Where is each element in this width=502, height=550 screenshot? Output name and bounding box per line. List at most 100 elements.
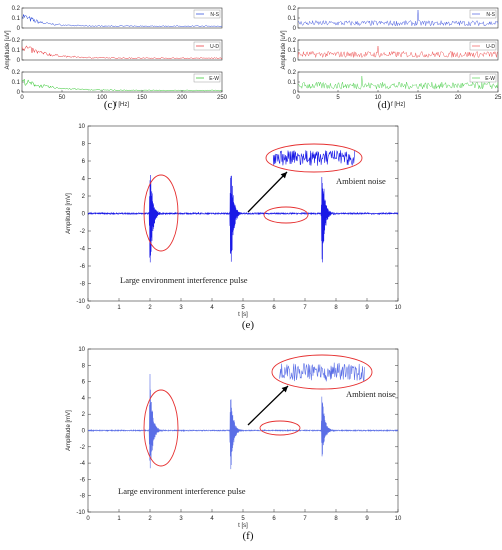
subplot-frame-u-d bbox=[21, 39, 223, 61]
ambient-region-oval bbox=[263, 206, 309, 224]
ambient-noise-label: Ambient noise bbox=[346, 389, 396, 399]
y-tick-label: -2 bbox=[80, 229, 86, 235]
x-tick-label: 1 bbox=[117, 305, 121, 311]
caption-f: (f) bbox=[243, 530, 254, 542]
arrow-shaft bbox=[247, 171, 288, 213]
zoom-oval bbox=[271, 354, 373, 390]
panel-c-spectra: 0 0.1 0.2 N-S 0 0.1 0.2 U-D 0 0.1 0.2 E-W 0 50 100 150 2… bbox=[5, 6, 228, 108]
legend-e-w: E-W bbox=[469, 73, 497, 83]
x-tick-label: 6 bbox=[272, 516, 276, 522]
y-tick-label: 0 bbox=[293, 90, 297, 96]
y-tick-label: 0 bbox=[293, 58, 297, 64]
ambient-region-oval bbox=[259, 420, 301, 436]
subplot-frame-n-s bbox=[21, 7, 223, 29]
x-tick-label: 10 bbox=[395, 305, 402, 311]
y-tick-label: 0.2 bbox=[288, 70, 297, 76]
subplot-frame-u-d bbox=[297, 39, 499, 61]
x-tick-label: 4 bbox=[210, 516, 214, 522]
legend-box bbox=[469, 9, 497, 19]
pulse-region-oval bbox=[143, 174, 179, 252]
zoomed-noise-trace bbox=[279, 362, 365, 382]
y-tick-label: 10 bbox=[78, 347, 85, 353]
x-tick-label: 25 bbox=[495, 95, 502, 101]
y-tick-label: 6 bbox=[82, 380, 86, 386]
legend-box bbox=[193, 41, 221, 51]
y-tick-label: 0 bbox=[17, 58, 21, 64]
spectrum-line-n-s bbox=[21, 14, 223, 28]
legend-box bbox=[193, 9, 221, 19]
x-tick-label: 8 bbox=[334, 305, 338, 311]
legend-label: N-S bbox=[210, 12, 219, 18]
x-tick-label: 0 bbox=[296, 95, 300, 101]
caption-d: (d) bbox=[378, 99, 391, 111]
x-axis-label: t [s] bbox=[238, 312, 248, 318]
arrow-head bbox=[280, 172, 287, 179]
subplot-frame-e-w bbox=[21, 71, 223, 93]
y-tick-label: -2 bbox=[80, 445, 86, 451]
x-tick-label: 9 bbox=[365, 516, 369, 522]
x-tick-label: 9 bbox=[365, 305, 369, 311]
y-tick-label: 8 bbox=[82, 142, 86, 148]
spectrum-line-n-s bbox=[297, 9, 499, 27]
signal-trace bbox=[87, 373, 399, 470]
x-tick-label: 0 bbox=[20, 95, 24, 101]
y-tick-label: 0.1 bbox=[12, 80, 21, 86]
x-tick-label: 0 bbox=[86, 305, 90, 311]
x-tick-label: 100 bbox=[97, 95, 108, 101]
panel-e-time-series: -10 -8 -6 -4 -2 0 2 4 6 8 10 0 1 2 3 4 5 6 7 8 9 10 t [s] Ampli… bbox=[66, 124, 402, 318]
x-tick-label: 10 bbox=[395, 516, 402, 522]
ambient-noise-label: Ambient noise bbox=[336, 176, 386, 186]
legend-box bbox=[469, 41, 497, 51]
pulse-region-oval bbox=[143, 389, 179, 467]
caption-e: (e) bbox=[242, 319, 255, 331]
x-tick-label: 200 bbox=[177, 95, 188, 101]
y-tick-label: 0.2 bbox=[12, 6, 21, 12]
y-tick-label: 0.2 bbox=[288, 38, 297, 44]
legend-label: U-D bbox=[486, 44, 495, 50]
legend-n-s: N-S bbox=[193, 9, 221, 19]
arrow-head bbox=[281, 386, 288, 393]
y-axis-label: Amplitude [uV] bbox=[5, 30, 11, 69]
y-tick-label: -8 bbox=[80, 494, 86, 500]
x-tick-label: 10 bbox=[375, 95, 382, 101]
x-tick-label: 150 bbox=[137, 95, 148, 101]
pulse-label: Large environment interference pulse bbox=[118, 486, 246, 496]
subplot-frame-e-w bbox=[297, 71, 499, 93]
x-tick-label: 5 bbox=[336, 95, 340, 101]
y-tick-label: 0.1 bbox=[288, 16, 297, 22]
y-tick-label: 0.1 bbox=[12, 16, 21, 22]
panel-d-spectra: 0 0.1 0.2 N-S 0 0.1 0.2 U-D 0 0.1 0.2 E-W 0 5 10 15 20 25… bbox=[281, 6, 502, 108]
x-tick-label: 2 bbox=[148, 305, 152, 311]
y-tick-label: -4 bbox=[80, 461, 86, 467]
x-axis-label: t [s] bbox=[238, 523, 248, 529]
y-tick-label: 0.1 bbox=[288, 80, 297, 86]
legend-box bbox=[193, 73, 221, 83]
legend-label: E-W bbox=[485, 76, 495, 82]
legend-label: U-D bbox=[210, 44, 219, 50]
spectrum-line-e-w bbox=[21, 78, 223, 92]
x-tick-label: 50 bbox=[59, 95, 66, 101]
y-tick-label: 4 bbox=[82, 396, 86, 402]
y-tick-label: 2 bbox=[82, 194, 86, 200]
x-tick-label: 3 bbox=[179, 305, 183, 311]
x-tick-label: 250 bbox=[217, 95, 228, 101]
x-tick-label: 2 bbox=[148, 516, 152, 522]
caption-c: (c) bbox=[104, 99, 117, 111]
legend-u-d: U-D bbox=[469, 41, 497, 51]
x-axis-label: f [Hz] bbox=[391, 102, 405, 108]
x-tick-label: 5 bbox=[241, 516, 245, 522]
legend-e-w: E-W bbox=[193, 73, 221, 83]
y-tick-label: 0 bbox=[82, 429, 86, 435]
y-tick-label: 0.1 bbox=[288, 48, 297, 54]
x-tick-label: 15 bbox=[415, 95, 422, 101]
x-tick-label: 1 bbox=[117, 516, 121, 522]
y-tick-label: 8 bbox=[82, 363, 86, 369]
y-tick-label: -10 bbox=[76, 510, 85, 516]
spectrum-line-e-w bbox=[297, 75, 499, 90]
panel-f-time-series: -10 -8 -6 -4 -2 0 2 4 6 8 10 0 1 2 3 4 5 6 7 8 9 10 t [s] Ampli… bbox=[66, 347, 402, 529]
y-tick-label: 0 bbox=[17, 90, 21, 96]
spectrum-line-u-d bbox=[297, 45, 499, 59]
y-tick-label: -8 bbox=[80, 282, 86, 288]
x-tick-label: 4 bbox=[210, 305, 214, 311]
